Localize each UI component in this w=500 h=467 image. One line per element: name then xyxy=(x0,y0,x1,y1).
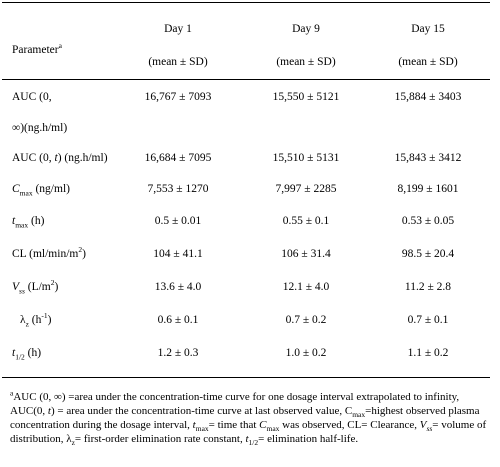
table-cell: 104 ± 41.1 xyxy=(153,248,203,260)
column-subheader-stat: (mean ± SD) xyxy=(148,56,208,68)
row-label-cmax: Cmax (ng/ml) xyxy=(12,183,70,198)
table-cell: 98.5 ± 20.4 xyxy=(401,248,455,260)
row-label-auc-t: AUC (0, t) (ng.h/ml) xyxy=(12,152,108,164)
table-top-rule xyxy=(2,2,490,3)
table-cell: 15,510 ± 5131 xyxy=(272,152,340,164)
row-label-lambda-z: λz (h-1) xyxy=(20,311,52,329)
table-cell: 0.53 ± 0.05 xyxy=(401,215,455,227)
table-cell: 12.1 ± 4.0 xyxy=(282,281,330,293)
header-bottom-rule xyxy=(2,79,490,80)
column-header-parameter: Parametera xyxy=(12,41,62,56)
column-header-day9: Day 9 xyxy=(292,23,320,35)
table-cell: 0.55 ± 0.1 xyxy=(282,215,330,227)
table-cell: 7,553 ± 1270 xyxy=(147,183,209,195)
column-subheader-stat: (mean ± SD) xyxy=(276,56,336,68)
row-label-tmax: tmax (h) xyxy=(12,215,45,230)
row-label-cl: CL (ml/min/m2) xyxy=(12,245,86,260)
row-label-auc-inf-line2: ∞)(ng.h/ml) xyxy=(12,122,68,134)
table-cell: 7,997 ± 2285 xyxy=(275,183,337,195)
table-cell: 1.1 ± 0.2 xyxy=(407,347,449,359)
table-cell: 1.0 ± 0.2 xyxy=(285,347,327,359)
table-cell: 0.6 ± 0.1 xyxy=(157,314,199,326)
row-label-vss: Vss (L/m2) xyxy=(12,278,59,296)
table-cell: 11.2 ± 2.8 xyxy=(404,281,452,293)
table-cell: 16,767 ± 7093 xyxy=(144,91,212,103)
column-subheader-stat: (mean ± SD) xyxy=(398,56,458,68)
table-cell: 1.2 ± 0.3 xyxy=(157,347,199,359)
table-cell: 0.7 ± 0.2 xyxy=(285,314,327,326)
column-header-day15: Day 15 xyxy=(411,23,445,35)
table-cell: 0.7 ± 0.1 xyxy=(407,314,449,326)
table-cell: 15,843 ± 3412 xyxy=(394,152,462,164)
table-cell: 8,199 ± 1601 xyxy=(397,183,459,195)
table-bottom-rule xyxy=(2,377,490,378)
table-cell: 106 ± 31.4 xyxy=(281,248,331,260)
table-cell: 0.5 ± 0.01 xyxy=(154,215,202,227)
table-cell: 16,684 ± 7095 xyxy=(144,152,212,164)
table-cell: 13.6 ± 4.0 xyxy=(154,281,202,293)
row-label-auc-inf: AUC (0, xyxy=(12,91,52,103)
table-cell: 15,550 ± 5121 xyxy=(272,91,340,103)
column-header-day1: Day 1 xyxy=(164,23,192,35)
table-cell: 15,884 ± 3403 xyxy=(394,91,462,103)
table-footnote: aAUC (0, ∞) =area under the concentratio… xyxy=(10,388,487,448)
row-label-t-half: t1/2 (h) xyxy=(12,347,42,362)
